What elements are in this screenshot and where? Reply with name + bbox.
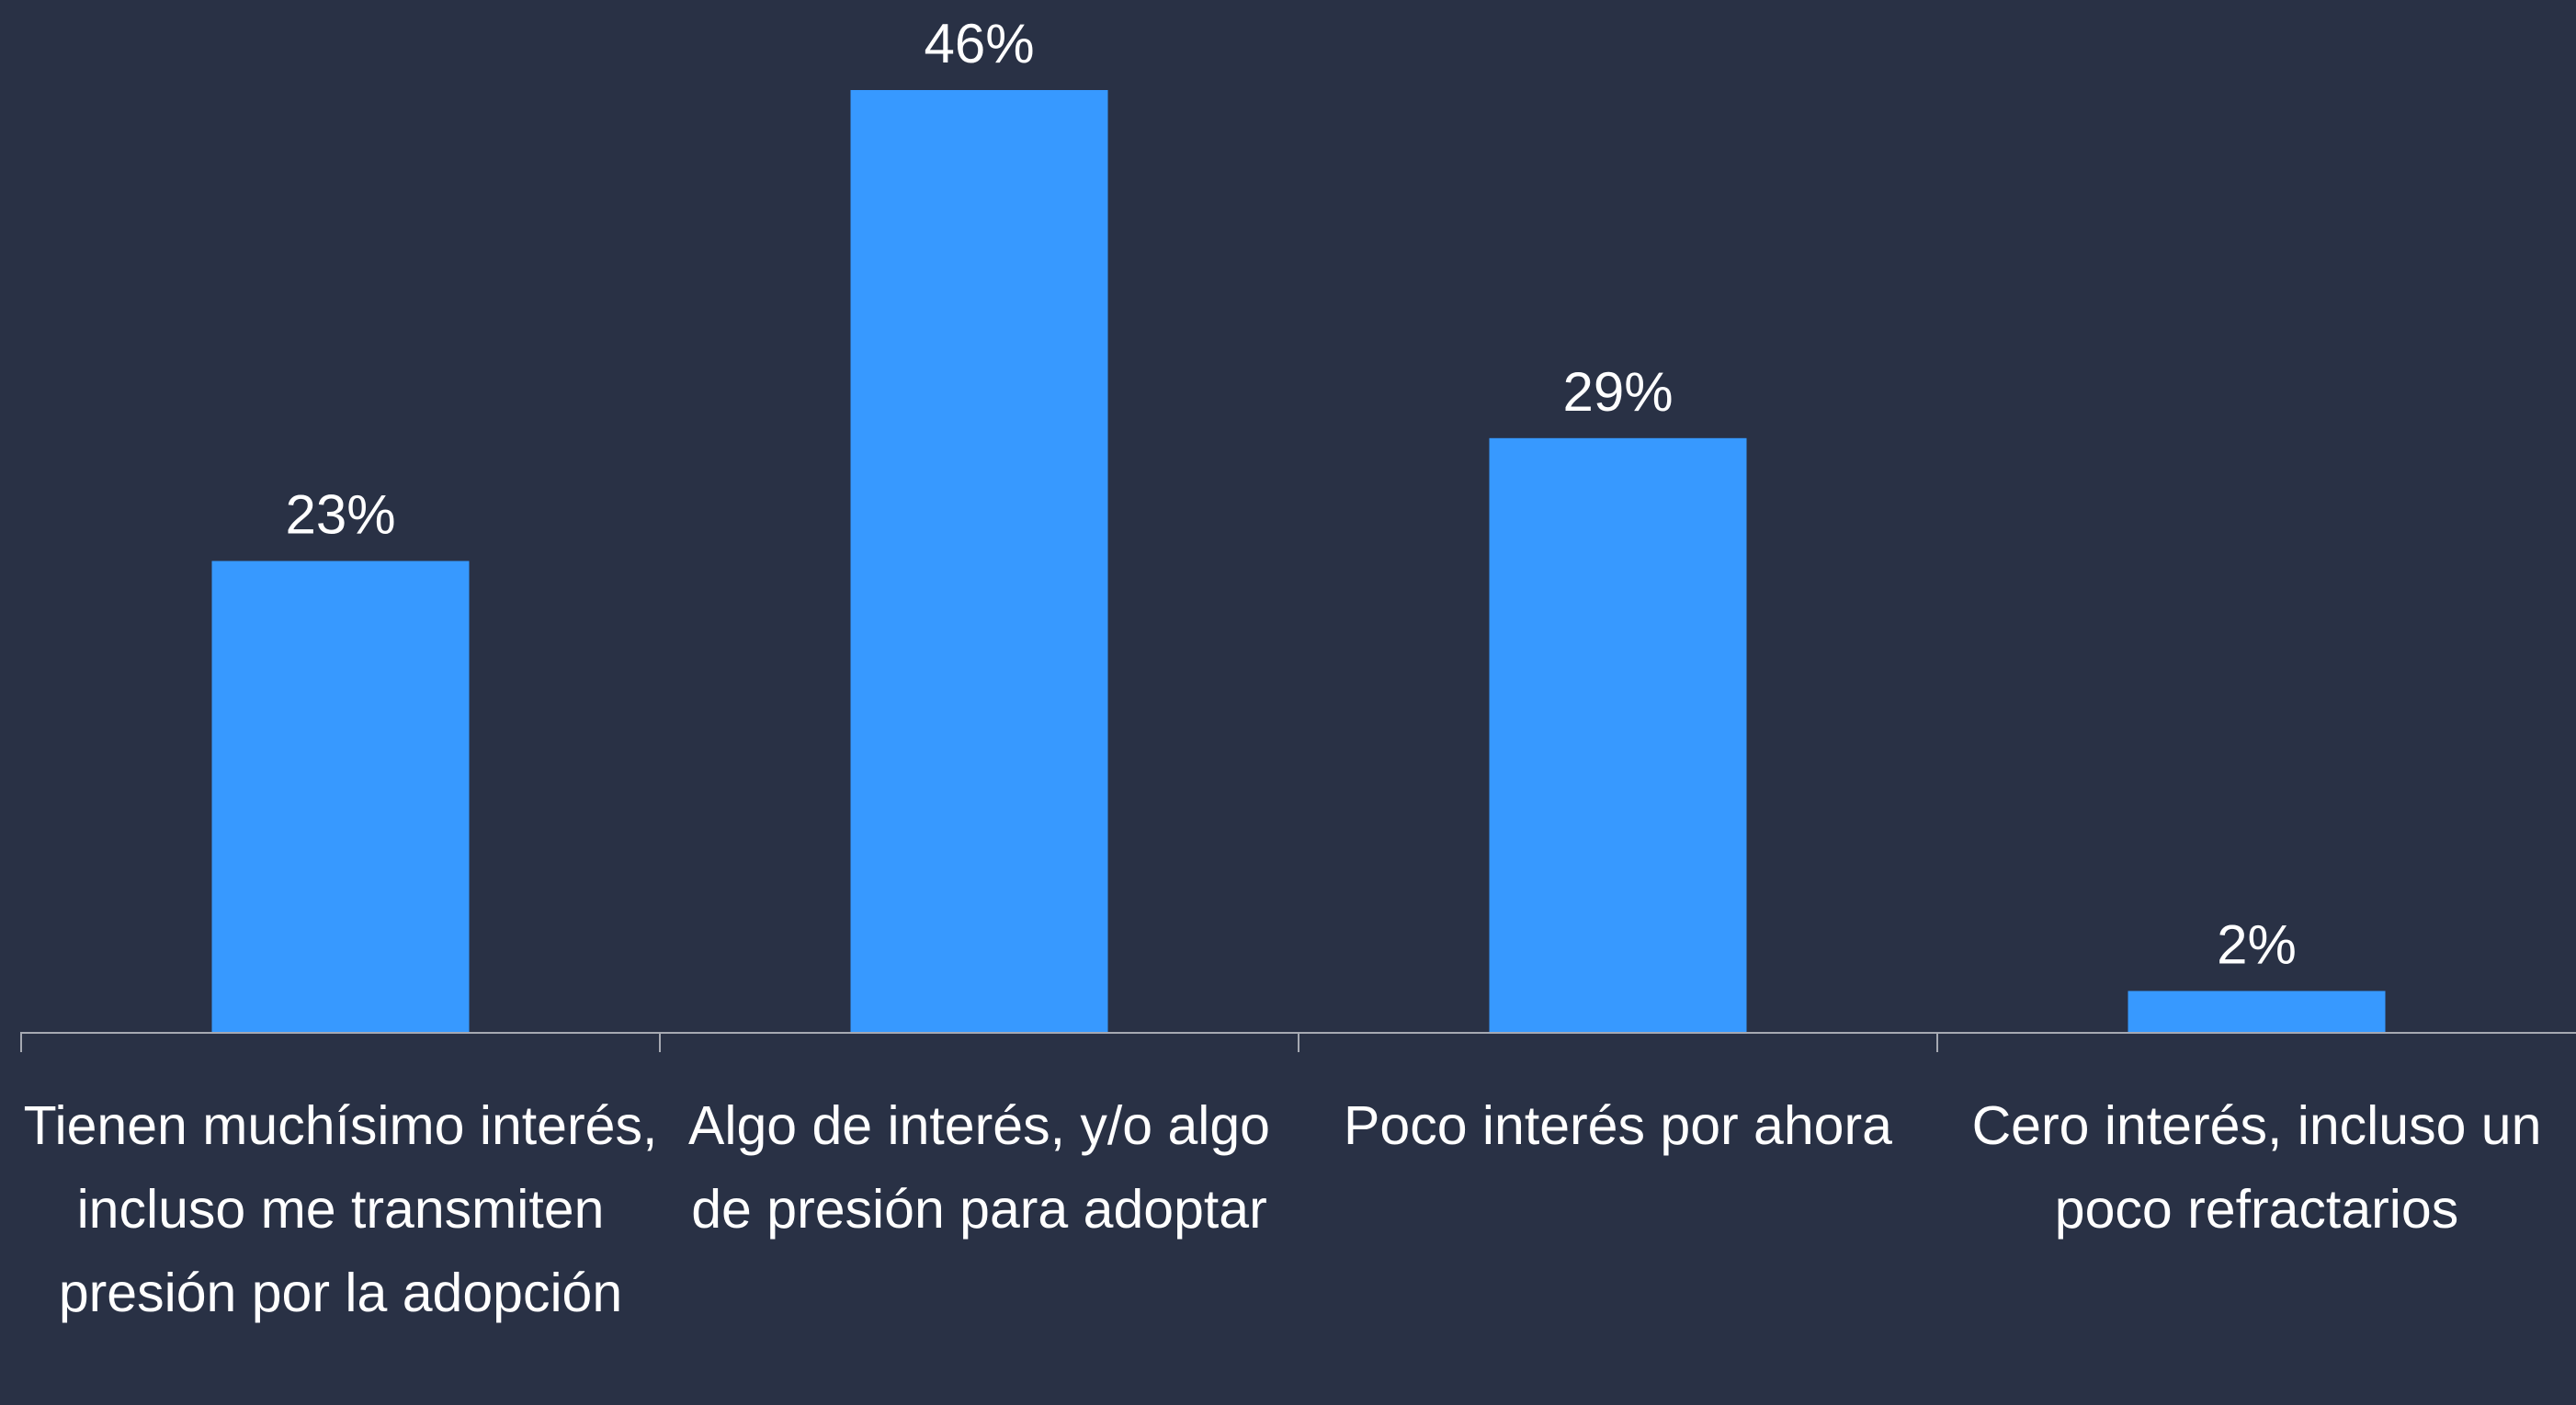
value-label: 46%	[924, 13, 1034, 74]
value-label: 2%	[2217, 913, 2297, 975]
x-tick-label: Cero interés, incluso un poco refractari…	[1971, 1095, 2542, 1240]
value-label: 29%	[1562, 361, 1673, 423]
bar	[850, 90, 1108, 1032]
x-tick-label: Algo de interés, y/o algo de presión par…	[687, 1095, 1270, 1240]
x-tick-label: Poco interés por ahora	[1344, 1095, 1892, 1156]
bar	[1489, 437, 1747, 1033]
bar	[211, 561, 470, 1032]
value-label: 23%	[285, 484, 395, 546]
bar	[2128, 991, 2386, 1032]
x-tick-label: Tienen muchísimo interés, incluso me tra…	[23, 1095, 658, 1323]
